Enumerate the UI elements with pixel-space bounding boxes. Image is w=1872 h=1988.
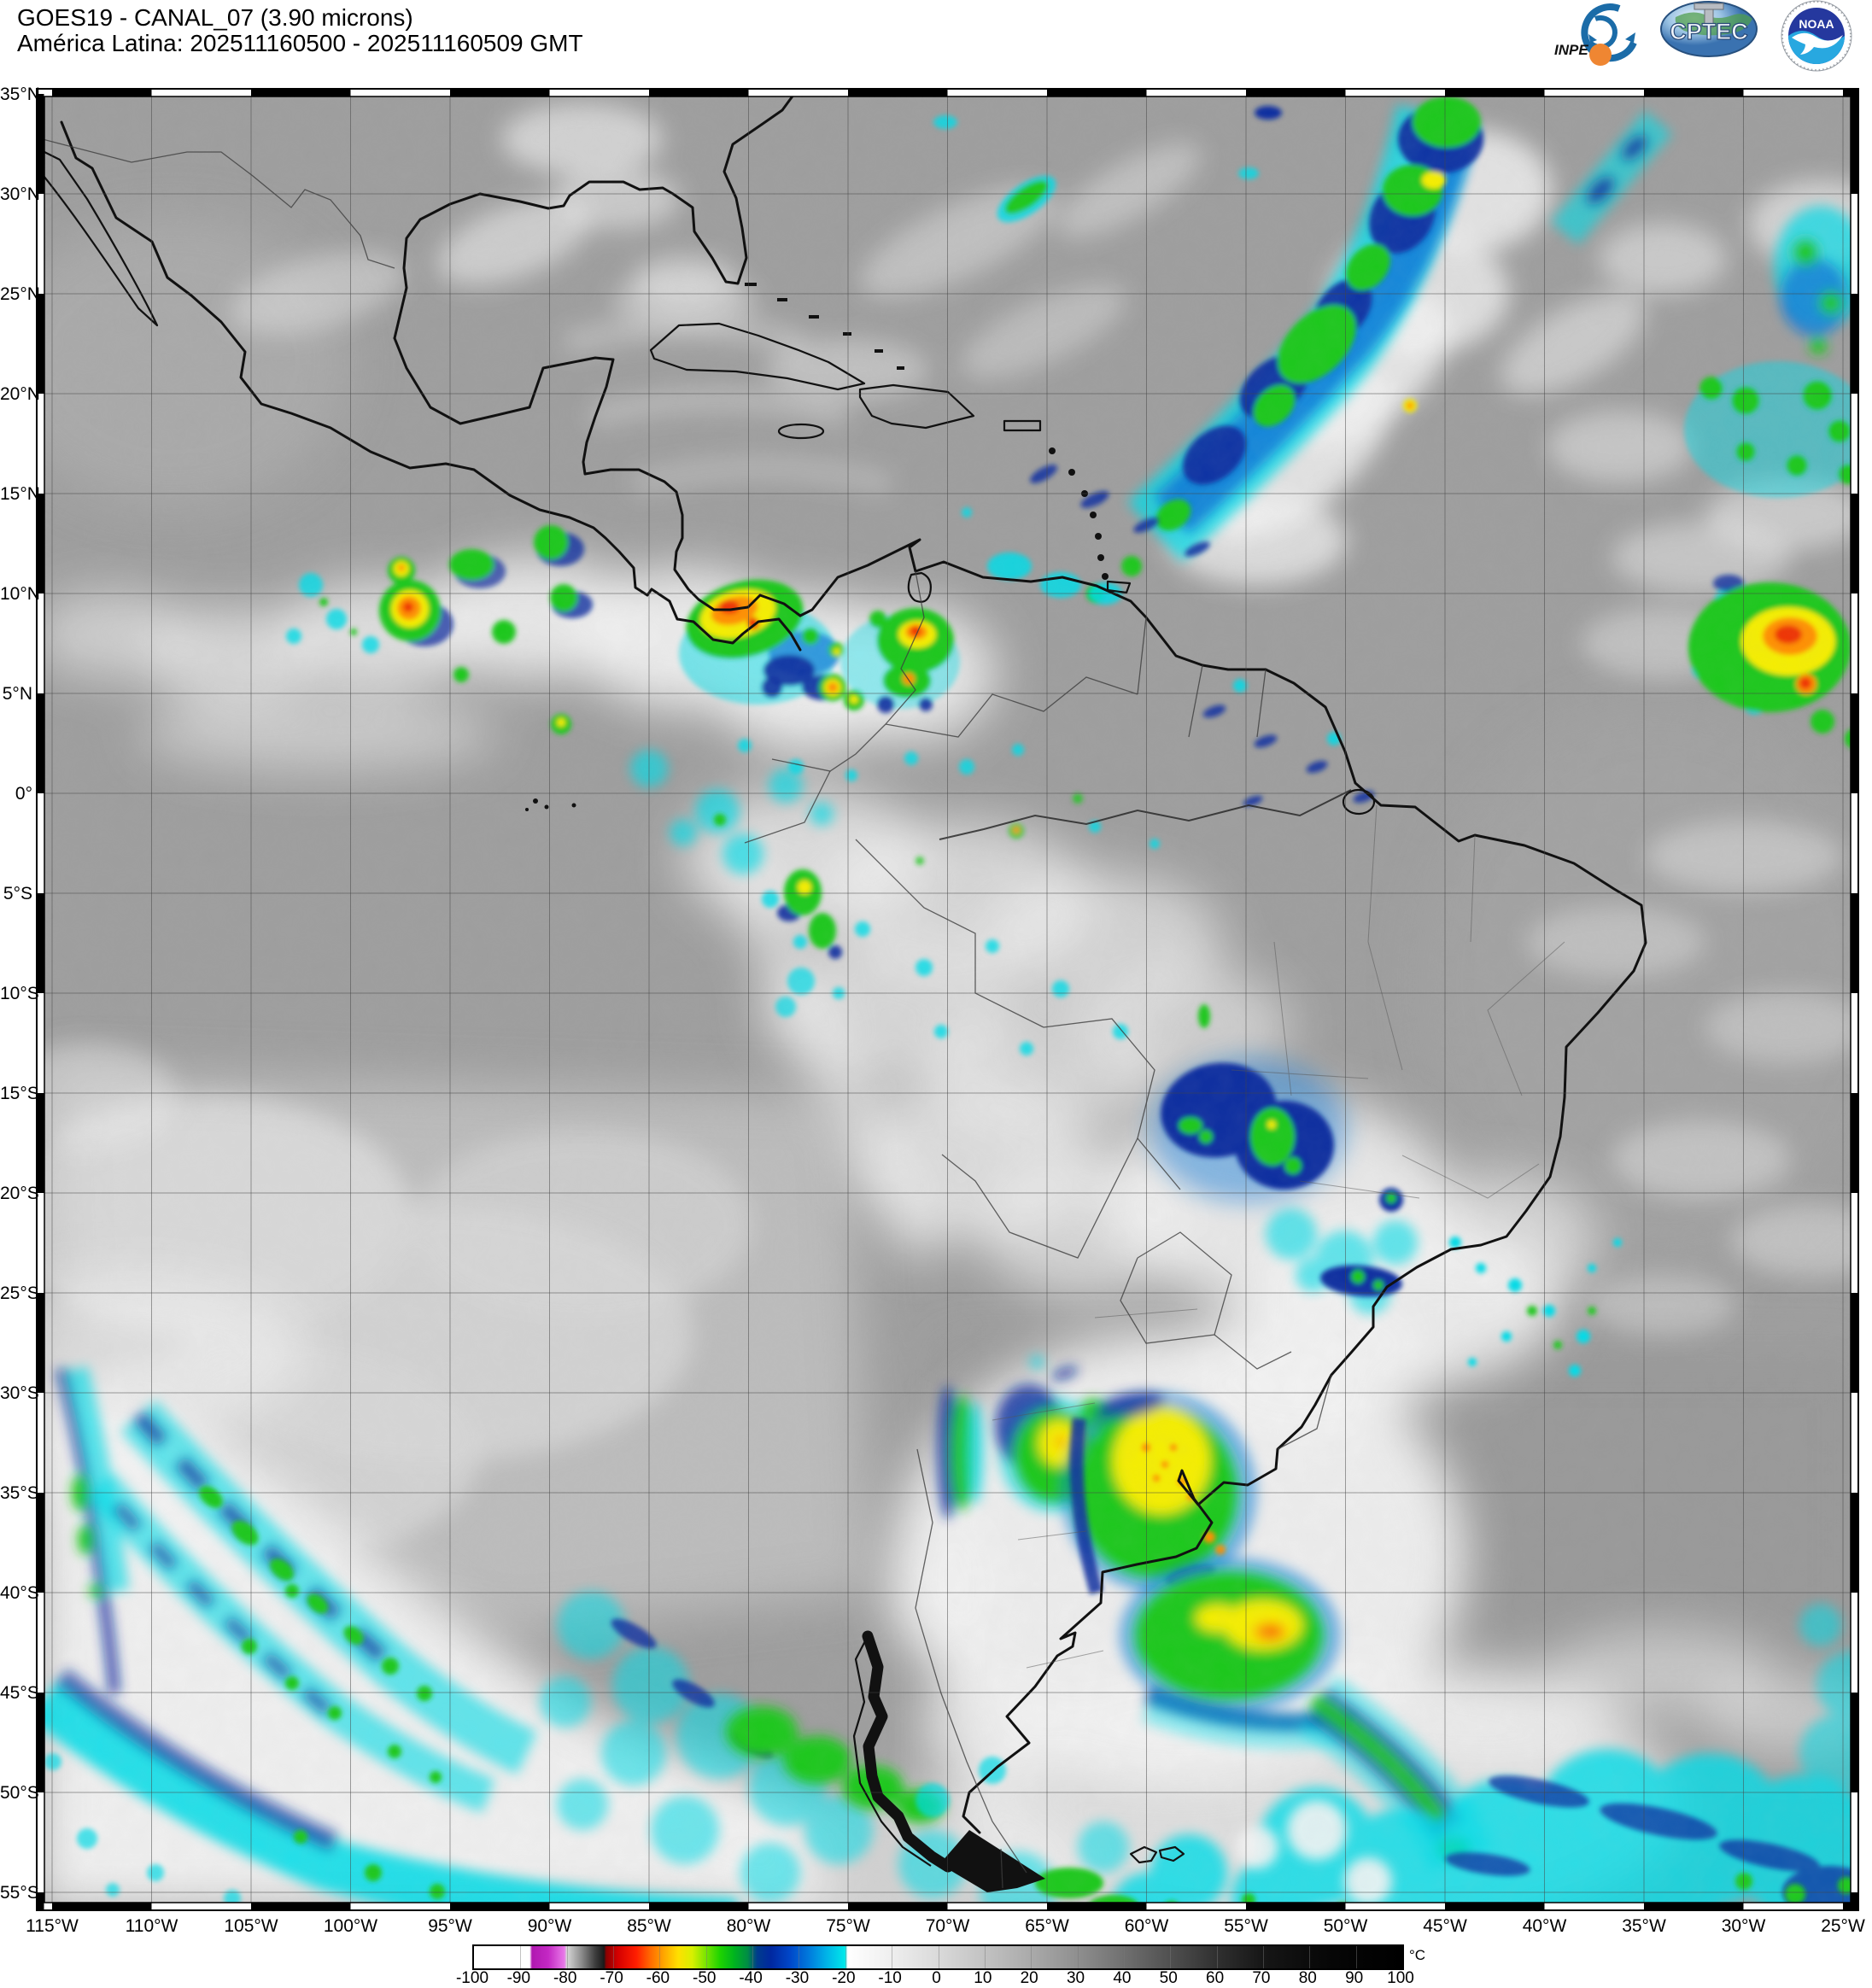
colorbar-tick-mark [613,1946,615,1968]
colorbar-tick-label: -60 [646,1969,670,1987]
colorbar-tick-mark [1216,1946,1218,1968]
lon-label: 100°W [323,1916,378,1936]
lon-label: 45°W [1423,1916,1467,1936]
lat-label: 25°N [0,284,40,304]
colorbar-tick-mark [1031,1946,1033,1968]
colorbar-tick-label: -10 [878,1969,902,1987]
lat-label: 35°S [0,1483,39,1503]
colorbar-tick-label: -40 [739,1969,763,1987]
lon-label: 85°W [627,1916,671,1936]
satellite-imagery [36,88,1859,1911]
lat-label: 0° [15,784,32,804]
lat-label: 15°N [0,484,40,504]
colorbar-tick-label: 40 [1113,1969,1132,1987]
colorbar-tick-mark [566,1946,568,1968]
lat-label: 55°S [0,1883,39,1903]
lat-label: 30°S [0,1383,39,1403]
lon-label: 80°W [726,1916,771,1936]
lon-label: 110°W [125,1916,178,1936]
colorbar-tick-label: 10 [974,1969,992,1987]
noaa-logo-icon: NOAA [1781,0,1852,72]
lat-label: 20°N [0,384,40,404]
colorbar-tick-label: -90 [506,1969,531,1987]
lon-label: 70°W [925,1916,970,1936]
colorbar-tick-mark [1123,1946,1125,1968]
colorbar-tick-label: -20 [832,1969,856,1987]
lat-label: 10°N [0,584,40,604]
lat-label: 30°N [0,184,40,204]
inpe-logo-icon: INPE [1554,3,1637,66]
cptec-logo-icon: CPTEC [1660,1,1758,57]
lat-label: 20°S [0,1184,39,1203]
colorbar-tick-label: 30 [1066,1969,1085,1987]
product-title: GOES19 - CANAL_07 (3.90 microns) [17,4,413,31]
colorbar-tick-mark [1355,1946,1357,1968]
lat-label: 10°S [0,984,39,1003]
colorbar-tick-label: 80 [1298,1969,1317,1987]
colorbar-tick-label: 100 [1387,1969,1414,1987]
colorbar-tick-mark [659,1946,661,1968]
colorbar-tick-mark [1170,1946,1172,1968]
country-borders [744,570,1565,1669]
lon-label: 65°W [1025,1916,1069,1936]
colorbar-tick-label: 50 [1159,1969,1178,1987]
lat-label: 50°S [0,1783,39,1803]
satellite-map-canvas [36,88,1859,1911]
agency-logos: INPE CPTEC NOAA [1544,0,1867,72]
colorbar-unit: °C [1409,1947,1426,1963]
colorbar-tick-label: 20 [1020,1969,1038,1987]
lat-label: 40°S [0,1583,39,1603]
colorbar-tick-mark [520,1946,522,1968]
colorbar-tick-label: 70 [1252,1969,1271,1987]
lat-label: 25°S [0,1283,39,1303]
lon-label: 30°W [1721,1916,1766,1936]
noaa-logo-text: NOAA [1799,17,1834,31]
colorbar-tick-label: -70 [600,1969,623,1987]
map-frame [36,88,1859,1911]
colorbar-tick-label: 90 [1345,1969,1364,1987]
colorbar-tick-mark [752,1946,754,1968]
colorbar-tick-mark [1077,1946,1079,1968]
coastlines [36,88,1647,1892]
lat-label: 5°N [2,684,32,704]
colorbar-tick-mark [984,1946,986,1968]
lon-label: 105°W [224,1916,278,1936]
colorbar-tick-label: 60 [1206,1969,1225,1987]
lon-label: 75°W [826,1916,870,1936]
colorbar-tick-label: -100 [455,1969,489,1987]
colorbar-tick-mark [705,1946,707,1968]
colorbar-tick-label: 0 [932,1969,941,1987]
lon-label: 95°W [428,1916,472,1936]
lat-label: 35°N [0,85,40,104]
colorbar-tick-label: -30 [785,1969,810,1987]
lat-label: 15°S [0,1084,39,1103]
lon-label: 115°W [26,1916,79,1936]
inpe-logo-text: INPE [1554,42,1588,58]
lat-label: 45°S [0,1683,39,1703]
colorbar-tick-mark [1309,1946,1311,1968]
colorbar-tick-label: -80 [553,1969,577,1987]
cptec-logo-text: CPTEC [1670,19,1748,44]
lon-label: 60°W [1124,1916,1169,1936]
colorbar-gradient [474,1946,1402,1968]
lat-label: 5°S [3,884,32,903]
lon-label: 25°W [1821,1916,1865,1936]
lon-label: 35°W [1622,1916,1666,1936]
product-subtitle: América Latina: 202511160500 - 202511160… [17,30,583,56]
lon-label: 50°W [1323,1916,1368,1936]
colorbar-tick-mark [1262,1946,1264,1968]
lon-label: 55°W [1224,1916,1268,1936]
lon-label: 90°W [527,1916,572,1936]
colorbar-tick-label: -50 [693,1969,717,1987]
temperature-colorbar [472,1944,1404,1970]
lon-label: 40°W [1522,1916,1567,1936]
colorbar-tick-mark [845,1946,846,1968]
